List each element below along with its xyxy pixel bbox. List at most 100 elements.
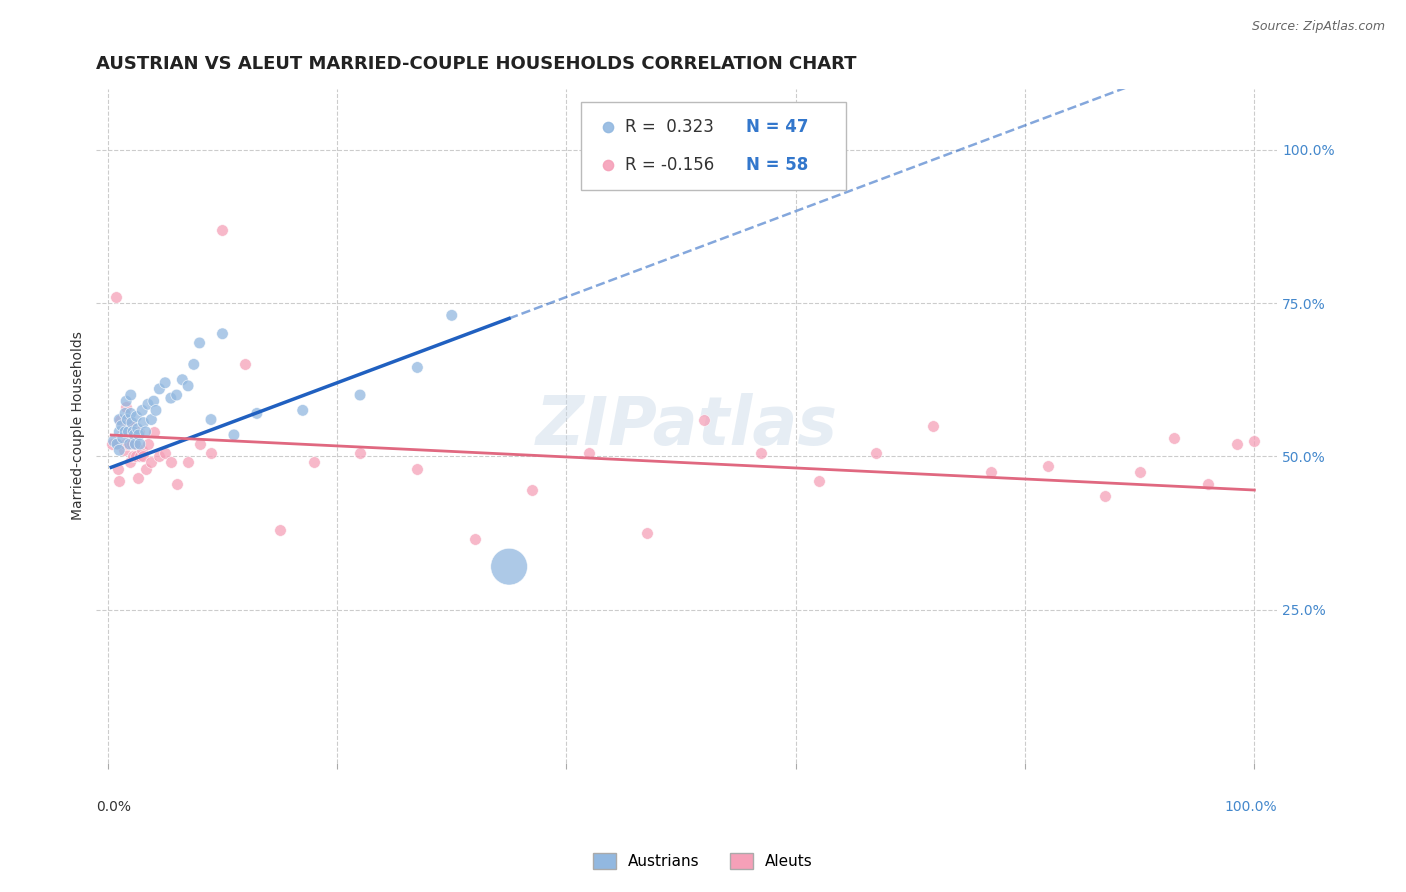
- Point: [120, 406, 142, 420]
- Point: [129, 450, 152, 464]
- Point: [117, 412, 139, 426]
- Point: [124, 437, 146, 451]
- Point: [1036, 458, 1059, 473]
- Point: [115, 401, 138, 415]
- Point: [578, 446, 600, 460]
- Point: [128, 428, 150, 442]
- Text: R =  0.323: R = 0.323: [626, 118, 714, 136]
- Point: [136, 437, 159, 451]
- Point: [980, 465, 1002, 479]
- Point: [1243, 434, 1265, 448]
- Point: [349, 388, 371, 402]
- Point: [117, 437, 139, 451]
- Point: [125, 409, 148, 424]
- Text: 0.0%: 0.0%: [97, 800, 131, 814]
- Point: [922, 418, 945, 433]
- Point: [120, 388, 142, 402]
- Point: [129, 437, 152, 451]
- Point: [177, 455, 200, 469]
- Point: [200, 412, 222, 426]
- Point: [127, 422, 149, 436]
- Text: R = -0.156: R = -0.156: [626, 156, 714, 174]
- Point: [103, 434, 125, 448]
- Point: [131, 443, 153, 458]
- Point: [464, 532, 486, 546]
- Point: [1129, 465, 1152, 479]
- Point: [127, 471, 149, 485]
- Point: [121, 437, 143, 451]
- Point: [1094, 489, 1116, 503]
- Point: [302, 455, 325, 469]
- Point: [160, 391, 183, 405]
- Point: [291, 403, 314, 417]
- Point: [141, 412, 163, 426]
- Point: [108, 412, 131, 426]
- Point: [1163, 431, 1185, 445]
- Text: AUSTRIAN VS ALEUT MARRIED-COUPLE HOUSEHOLDS CORRELATION CHART: AUSTRIAN VS ALEUT MARRIED-COUPLE HOUSEHO…: [97, 55, 856, 73]
- Point: [117, 425, 139, 439]
- Point: [125, 450, 148, 464]
- Point: [153, 446, 176, 460]
- Text: 100.0%: 100.0%: [1225, 800, 1277, 814]
- Point: [166, 388, 188, 402]
- Point: [101, 437, 124, 451]
- Point: [1226, 437, 1249, 451]
- Point: [136, 397, 159, 411]
- Point: [135, 425, 157, 439]
- Point: [124, 437, 146, 451]
- Point: [166, 477, 188, 491]
- Point: [498, 559, 520, 574]
- Point: [111, 425, 134, 439]
- Point: [406, 360, 429, 375]
- Point: [114, 406, 136, 420]
- Point: [122, 450, 145, 464]
- Point: [110, 412, 132, 426]
- Point: [108, 443, 131, 458]
- Point: [108, 425, 131, 439]
- Point: [128, 425, 150, 439]
- Point: [160, 455, 183, 469]
- Point: [183, 358, 205, 372]
- Point: [114, 412, 136, 426]
- Y-axis label: Married-couple Households: Married-couple Households: [72, 331, 86, 520]
- Point: [122, 428, 145, 442]
- Point: [118, 437, 141, 451]
- Point: [211, 222, 233, 236]
- Point: [177, 379, 200, 393]
- Point: [349, 446, 371, 460]
- Point: [188, 335, 211, 350]
- Point: [148, 450, 170, 464]
- Point: [118, 455, 141, 469]
- Point: [120, 418, 142, 433]
- Point: [148, 382, 170, 396]
- Point: [105, 437, 128, 451]
- Point: [114, 437, 136, 451]
- Point: [132, 416, 155, 430]
- Point: [807, 474, 830, 488]
- Point: [593, 212, 616, 227]
- Point: [593, 178, 616, 192]
- Point: [865, 446, 887, 460]
- Point: [122, 425, 145, 439]
- Point: [188, 437, 211, 451]
- Point: [141, 455, 163, 469]
- Point: [145, 403, 167, 417]
- Point: [107, 461, 129, 475]
- Point: [115, 394, 138, 409]
- Point: [110, 418, 132, 433]
- Point: [121, 416, 143, 430]
- Point: [222, 428, 245, 442]
- Point: [520, 483, 543, 497]
- Point: [269, 523, 291, 537]
- Point: [132, 450, 155, 464]
- Point: [104, 290, 127, 304]
- Text: ZIPatlas: ZIPatlas: [536, 392, 838, 458]
- Point: [108, 474, 131, 488]
- Point: [117, 425, 139, 439]
- Point: [200, 446, 222, 460]
- Point: [211, 326, 233, 341]
- FancyBboxPatch shape: [581, 102, 846, 190]
- Point: [246, 406, 269, 420]
- Point: [440, 309, 463, 323]
- Point: [142, 394, 165, 409]
